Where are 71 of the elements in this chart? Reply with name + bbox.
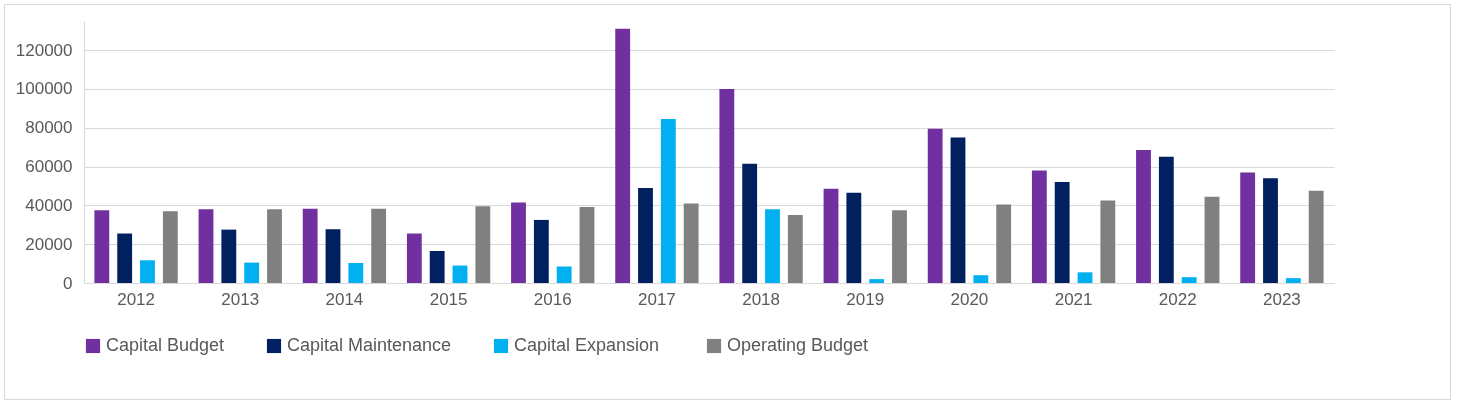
x-tick-label: 2018: [742, 289, 780, 309]
y-tick-label: 120000: [15, 40, 73, 60]
bar: [638, 187, 653, 283]
y-tick-label: 40000: [25, 195, 73, 215]
bar: [406, 233, 422, 283]
x-tick-label: 2022: [1158, 289, 1197, 309]
bar: [996, 204, 1012, 283]
bar: [1031, 170, 1047, 283]
legend-label: Operating Budget: [727, 335, 869, 355]
bar: [198, 209, 214, 283]
bar: [325, 229, 341, 283]
bar: [1100, 200, 1116, 283]
bar: [533, 219, 549, 283]
bar: [1204, 196, 1220, 283]
bar: [267, 209, 282, 283]
y-tick-label: 20000: [25, 234, 73, 254]
bar: [973, 275, 989, 283]
bar: [117, 233, 133, 283]
bar: [892, 210, 907, 283]
bar: [94, 210, 110, 283]
bar: [615, 28, 631, 283]
x-tick-label: 2014: [325, 289, 364, 309]
bar: [579, 206, 595, 283]
bar: [719, 88, 735, 283]
bar: [950, 137, 966, 283]
bar: [371, 208, 387, 283]
bar: [140, 260, 155, 283]
bar: [823, 188, 839, 283]
bar: [1136, 150, 1151, 283]
bar: [1263, 178, 1278, 283]
bar: [1308, 190, 1324, 283]
bar: [927, 128, 943, 283]
y-tick-label: 100000: [15, 79, 73, 99]
x-tick-label: 2015: [429, 289, 468, 309]
x-tick-label: 2016: [533, 289, 572, 309]
bar: [348, 263, 364, 283]
bar: [1077, 272, 1093, 283]
legend-label: Capital Expansion: [514, 335, 660, 355]
x-tick-label: 2020: [950, 289, 989, 309]
bar: [869, 279, 885, 283]
y-tick-label: 0: [63, 273, 73, 293]
bar: [846, 192, 862, 283]
y-tick-label: 80000: [25, 118, 73, 138]
bar: [475, 206, 491, 283]
bar: [787, 215, 803, 283]
legend-label: Capital Budget: [106, 335, 225, 355]
x-tick-label: 2017: [638, 289, 676, 309]
bar: [660, 119, 676, 283]
bar: [1054, 182, 1070, 283]
x-tick-label: 2019: [846, 289, 885, 309]
bar: [429, 250, 445, 283]
bar: [765, 209, 780, 283]
x-tick-label: 2023: [1263, 289, 1301, 309]
bar: [1158, 156, 1174, 283]
x-tick-label: 2021: [1054, 289, 1093, 309]
x-tick-label: 2013: [221, 289, 260, 309]
bar: [742, 163, 758, 283]
bar: [452, 265, 468, 283]
y-tick-label: 60000: [25, 157, 73, 177]
bar: [302, 208, 318, 283]
bar: [511, 202, 526, 283]
bar: [221, 229, 237, 283]
bar: [1240, 172, 1256, 283]
bar: [683, 203, 699, 283]
bar: [244, 262, 260, 283]
bar: [1285, 278, 1301, 283]
bar: [162, 211, 178, 283]
bar: [556, 266, 572, 283]
bar: [1181, 277, 1197, 283]
legend-label: Capital Maintenance: [287, 335, 452, 355]
x-tick-label: 2012: [117, 289, 155, 309]
